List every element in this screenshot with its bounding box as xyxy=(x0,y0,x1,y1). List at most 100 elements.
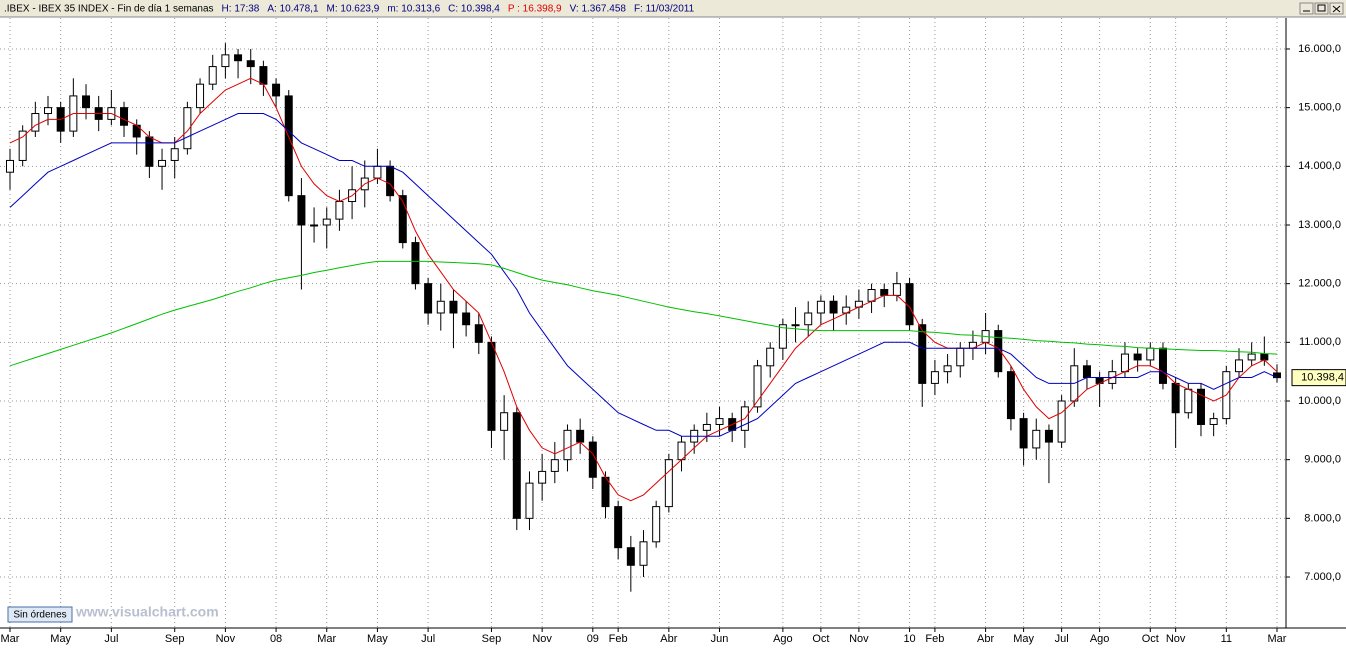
x-tick-label: May xyxy=(367,633,388,645)
x-tick-label: May xyxy=(50,633,71,645)
candle-body xyxy=(373,165,382,179)
x-tick-label: Jun xyxy=(711,633,729,645)
candle-body xyxy=(753,365,762,408)
candle-body xyxy=(1273,372,1281,379)
candle-body xyxy=(208,66,217,85)
header-item: H: 17:38 xyxy=(222,4,260,15)
x-tick-label: May xyxy=(1013,633,1034,645)
candle-body xyxy=(1260,353,1269,361)
header-item: P : 16.398,9 xyxy=(508,4,562,15)
candle-body xyxy=(158,159,167,167)
x-tick-label: Oct xyxy=(812,633,829,645)
candle-body xyxy=(702,423,711,431)
candle-body xyxy=(626,547,635,566)
x-tick-label: Mar xyxy=(1268,633,1287,645)
candle-body xyxy=(310,224,319,227)
candle-body xyxy=(221,54,230,68)
candle-body xyxy=(652,506,661,543)
close-icon xyxy=(1332,5,1341,13)
candle-body xyxy=(246,60,255,68)
y-tick-label: 13.000,0 xyxy=(1298,219,1341,231)
header-item: V: 1.367.458 xyxy=(570,4,627,15)
x-tick-label: Jul xyxy=(1055,633,1069,645)
x-tick-label: Ago xyxy=(773,633,793,645)
candle-body xyxy=(525,482,534,519)
x-tick-label: Oct xyxy=(1142,633,1159,645)
candle-body xyxy=(145,136,154,167)
candle-body xyxy=(196,83,205,109)
candle-body xyxy=(234,54,243,62)
candle-body xyxy=(994,330,1003,373)
candle-body xyxy=(816,300,825,314)
candle-body xyxy=(867,289,876,302)
candle-body xyxy=(930,371,939,384)
x-tick-label: Abr xyxy=(977,633,994,645)
candle-body xyxy=(639,541,648,566)
candle-body xyxy=(462,312,471,326)
candle-body xyxy=(588,441,597,478)
candle-body xyxy=(1234,359,1243,373)
orders-button-label[interactable]: Sin órdenes xyxy=(13,610,66,621)
x-tick-label: Sep xyxy=(482,633,502,645)
candle-body xyxy=(512,412,521,519)
x-tick-label: Abr xyxy=(660,633,677,645)
orders-button[interactable] xyxy=(7,606,73,623)
candle-body xyxy=(1006,371,1015,420)
candle-body xyxy=(715,418,724,425)
moving-average-line xyxy=(9,260,1278,367)
candle-body xyxy=(272,83,281,97)
candle-body xyxy=(183,107,192,150)
header-item: m: 10.313,6 xyxy=(387,4,440,15)
maximize-button[interactable] xyxy=(1314,2,1329,15)
x-tick-label: 11 xyxy=(1221,633,1232,645)
x-tick-label: 09 xyxy=(587,633,599,645)
candle-body xyxy=(1120,353,1129,373)
candle-body xyxy=(120,107,129,126)
candle-body xyxy=(918,324,927,384)
header-item: M: 10.623,9 xyxy=(327,4,380,15)
last-price-box xyxy=(1291,369,1346,387)
title-bar xyxy=(0,0,1346,17)
candle-body xyxy=(1158,347,1167,384)
candle-body xyxy=(449,300,458,314)
candle-body xyxy=(398,195,407,244)
candle-body xyxy=(614,506,623,549)
candle-body xyxy=(664,459,673,508)
candle-body xyxy=(170,148,179,161)
x-tick-label: 10 xyxy=(903,633,915,645)
y-tick-label: 16.000,0 xyxy=(1298,43,1341,55)
x-tick-label: Feb xyxy=(609,633,628,645)
minimize-button[interactable] xyxy=(1299,2,1314,15)
candle-body xyxy=(576,429,585,443)
x-tick-label: Sep xyxy=(165,633,185,645)
x-tick-label: Feb xyxy=(925,633,944,645)
candle-body xyxy=(880,289,889,296)
candle-body xyxy=(804,312,813,326)
y-tick-label: 8.000,0 xyxy=(1304,512,1341,524)
y-tick-label: 14.000,0 xyxy=(1298,160,1341,172)
candle-body xyxy=(82,95,91,109)
candle-body xyxy=(550,459,559,472)
candle-body xyxy=(766,347,775,367)
candle-body xyxy=(892,283,901,296)
candle-body xyxy=(335,201,344,220)
candle-body xyxy=(1184,388,1193,414)
candle-body xyxy=(259,66,268,85)
candle-body xyxy=(791,324,800,327)
y-tick-label: 10.000,0 xyxy=(1298,395,1341,407)
x-tick-label: Nov xyxy=(532,633,552,645)
candle-body xyxy=(538,470,547,484)
candle-body xyxy=(1133,353,1142,361)
y-tick-label: 11.000,0 xyxy=(1299,336,1341,348)
y-tick-label: 7.000,0 xyxy=(1304,571,1341,583)
maximize-icon xyxy=(1317,4,1326,12)
candle-body xyxy=(411,242,420,285)
candle-body xyxy=(474,324,483,343)
candle-body xyxy=(1196,388,1205,425)
header-item: F: 11/03/2011 xyxy=(634,4,695,15)
candle-body xyxy=(1019,418,1028,449)
x-tick-label: Jul xyxy=(421,633,435,645)
x-tick-label: 08 xyxy=(270,633,282,645)
window-buttons xyxy=(1299,2,1344,15)
candle-body xyxy=(829,300,838,314)
